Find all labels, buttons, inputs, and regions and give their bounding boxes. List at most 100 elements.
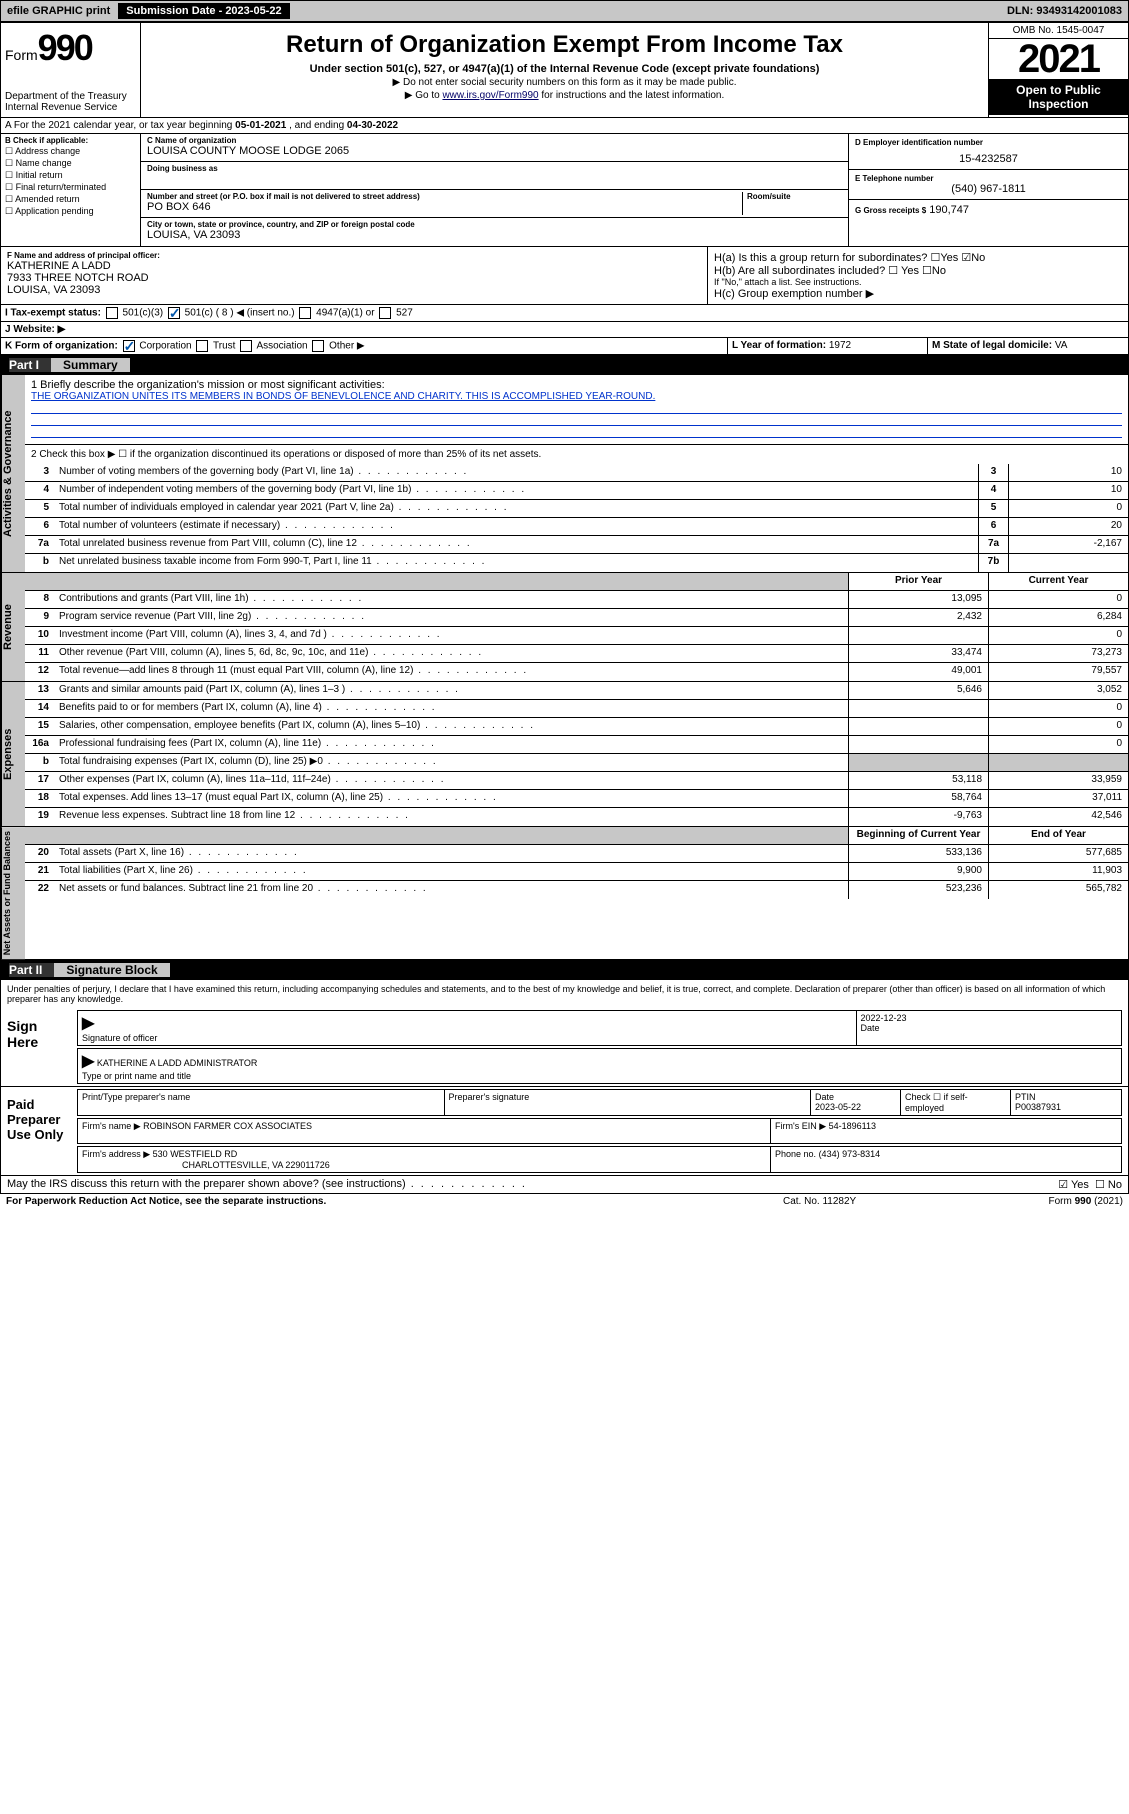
box-e: E Telephone number (540) 967-1811 [849, 170, 1128, 200]
hb-label: H(b) Are all subordinates included? [714, 265, 885, 277]
chk-trust[interactable] [196, 340, 208, 352]
chk-assoc[interactable] [240, 340, 252, 352]
line-ref: 5 [978, 500, 1008, 517]
phone-value: (540) 967-1811 [855, 183, 1122, 195]
part1-title: Summary [51, 358, 130, 372]
gross-label: G Gross receipts $ [855, 206, 926, 215]
street-value: PO BOX 646 [147, 201, 742, 213]
mission-text: THE ORGANIZATION UNITES ITS MEMBERS IN B… [31, 391, 1122, 402]
form-subtitle: Under section 501(c), 527, or 4947(a)(1)… [149, 63, 980, 75]
chk-final[interactable]: ☐ Final return/terminated [5, 182, 136, 193]
line-num: 22 [25, 881, 55, 899]
amount-prior: 33,474 [848, 645, 988, 662]
line-num: 5 [25, 500, 55, 517]
amount-current: 565,782 [988, 881, 1128, 899]
amount-current: 33,959 [988, 772, 1128, 789]
phone-label: E Telephone number [855, 174, 1122, 183]
chk-initial[interactable]: ☐ Initial return [5, 170, 136, 181]
blank [25, 827, 55, 844]
amount-prior: 533,136 [848, 845, 988, 862]
line-text: Total liabilities (Part X, line 26) [55, 863, 848, 880]
amount-prior: 58,764 [848, 790, 988, 807]
chk-501c3[interactable] [106, 307, 118, 319]
period-mid: , and ending [289, 120, 347, 131]
chk-other[interactable] [312, 340, 324, 352]
firm-addr-label: Firm's address ▶ [82, 1149, 150, 1159]
col-end: End of Year [988, 827, 1128, 844]
hb-yes[interactable]: ☐ Yes [888, 265, 919, 277]
box-i: I Tax-exempt status: 501(c)(3) 501(c) ( … [1, 305, 1128, 321]
irs-link[interactable]: www.irs.gov/Form990 [442, 90, 538, 101]
box-b-label: B Check if applicable: [5, 136, 136, 145]
box-d: D Employer identification number 15-4232… [849, 134, 1128, 170]
type-name-label: Type or print name and title [82, 1071, 191, 1081]
line-num: 11 [25, 645, 55, 662]
line-text: Total expenses. Add lines 13–17 (must eq… [55, 790, 848, 807]
chk-pending[interactable]: ☐ Application pending [5, 206, 136, 217]
line-num: 13 [25, 682, 55, 699]
cat-number: Cat. No. 11282Y [783, 1196, 963, 1207]
line-text: Benefits paid to or for members (Part IX… [55, 700, 848, 717]
amount-current: 79,557 [988, 663, 1128, 681]
box-c: C Name of organization LOUISA COUNTY MOO… [141, 134, 848, 246]
line-amount: 20 [1008, 518, 1128, 535]
amount-current [988, 754, 1128, 771]
line-text: Revenue less expenses. Subtract line 18 … [55, 808, 848, 826]
chk-4947[interactable] [299, 307, 311, 319]
chk-amended[interactable]: ☐ Amended return [5, 194, 136, 205]
line-text: Contributions and grants (Part VIII, lin… [55, 591, 848, 608]
line-text: Number of voting members of the governin… [55, 464, 978, 481]
amount-current: 6,284 [988, 609, 1128, 626]
officer-printed-name: KATHERINE A LADD ADMINISTRATOR [97, 1058, 258, 1068]
amount-current: 37,011 [988, 790, 1128, 807]
note2-pre: ▶ Go to [405, 90, 443, 101]
org-name: LOUISA COUNTY MOOSE LODGE 2065 [147, 145, 842, 157]
box-m: M State of legal domicile: VA [928, 338, 1128, 354]
hc-label: H(c) Group exemption number ▶ [714, 287, 1122, 300]
chk-name[interactable]: ☐ Name change [5, 158, 136, 169]
chk-501c8[interactable] [168, 307, 180, 319]
underline [31, 416, 1122, 426]
chk-corp[interactable] [123, 340, 135, 352]
amount-current: 577,685 [988, 845, 1128, 862]
line-num: 20 [25, 845, 55, 862]
section-expenses: Expenses 13 Grants and similar amounts p… [0, 682, 1129, 827]
dept-label: Department of the Treasury Internal Reve… [5, 91, 136, 113]
open-inspection: Open to Public Inspection [989, 79, 1128, 115]
lbl-corp: Corporation [139, 341, 191, 352]
line-num: 8 [25, 591, 55, 608]
blank [25, 573, 55, 590]
ha-yes[interactable]: ☐Yes [930, 252, 958, 264]
discuss-no[interactable]: ☐ No [1095, 1178, 1122, 1191]
line2-discontinued: 2 Check this box ▶ ☐ if the organization… [25, 445, 1128, 464]
amount-prior [848, 754, 988, 771]
lbl-501c8: 501(c) ( 8 ) ◀ (insert no.) [185, 308, 295, 319]
sign-here-label: Sign Here [1, 1008, 71, 1086]
line-text: Total number of volunteers (estimate if … [55, 518, 978, 535]
prep-name-label: Print/Type preparer's name [78, 1090, 445, 1115]
dba-label: Doing business as [147, 164, 842, 173]
footer: For Paperwork Reduction Act Notice, see … [0, 1194, 1129, 1209]
ptin-value: P00387931 [1015, 1102, 1061, 1112]
firm-name: ROBINSON FARMER COX ASSOCIATES [143, 1121, 312, 1131]
line-num: 9 [25, 609, 55, 626]
discuss-yes[interactable]: ☑ Yes [1058, 1178, 1089, 1191]
prep-date-label: Date [815, 1092, 834, 1102]
firm-name-label: Firm's name ▶ [82, 1121, 141, 1131]
line-ref: 6 [978, 518, 1008, 535]
ha-no[interactable]: ☑No [961, 252, 985, 264]
hb-no[interactable]: ☐No [922, 265, 946, 277]
arrow-icon: ▶ [82, 1015, 94, 1032]
chk-address[interactable]: ☐ Address change [5, 146, 136, 157]
ein-value: 15-4232587 [855, 153, 1122, 165]
line-num: 7a [25, 536, 55, 553]
submission-date-button[interactable]: Submission Date - 2023-05-22 [118, 3, 289, 19]
chk-527[interactable] [379, 307, 391, 319]
domicile-label: M State of legal domicile: [932, 340, 1052, 351]
amount-prior: 5,646 [848, 682, 988, 699]
self-employed-check[interactable]: Check ☐ if self-employed [901, 1090, 1011, 1115]
part1-header: Part I Summary [0, 355, 1129, 375]
amount-prior [848, 718, 988, 735]
gross-value: 190,747 [929, 204, 969, 216]
form-org-label: K Form of organization: [5, 341, 118, 352]
